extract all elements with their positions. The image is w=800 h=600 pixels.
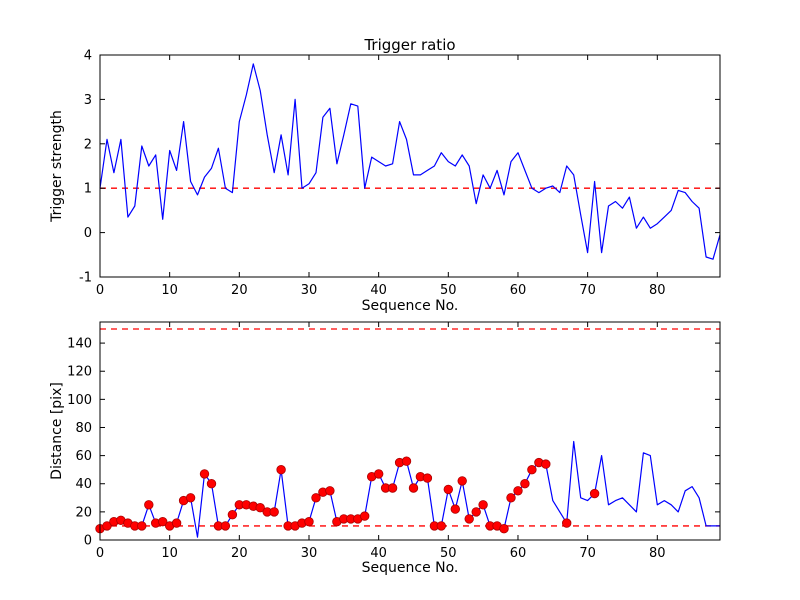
data-point-marker xyxy=(408,483,419,493)
data-point-marker xyxy=(387,483,398,493)
data-point-marker xyxy=(513,486,523,496)
x-tick-label: 70 xyxy=(579,283,596,298)
data-point-marker xyxy=(102,521,112,531)
data-point-marker xyxy=(199,469,210,479)
data-point-marker xyxy=(227,510,238,520)
data-point-marker xyxy=(325,486,335,496)
x-tick-label: 60 xyxy=(510,546,527,561)
data-point-marker xyxy=(422,473,433,483)
data-point-marker xyxy=(276,465,286,475)
x-tick-label: 20 xyxy=(231,546,248,561)
data-point-marker xyxy=(562,518,572,528)
x-tick-label: 10 xyxy=(161,546,178,561)
data-point-marker xyxy=(436,521,447,531)
x-tick-label: 60 xyxy=(510,283,527,298)
data-point-marker xyxy=(157,517,168,527)
x-tick-label: 30 xyxy=(301,546,318,561)
subplot: 0 10 20 30 40 50 60 70 80 0 20 40 60 80 100 120 140 xyxy=(67,321,721,561)
x-tick-label: 40 xyxy=(370,546,387,561)
chart-title: Trigger ratio xyxy=(364,36,456,54)
data-point-marker xyxy=(506,493,516,503)
y-tick-label: 100 xyxy=(67,393,92,408)
x-tick-label: 40 xyxy=(370,283,387,298)
data-point-marker xyxy=(137,521,147,531)
series-line xyxy=(99,63,721,260)
y-tick-label: 0 xyxy=(84,534,92,549)
data-point-marker xyxy=(206,479,217,489)
data-point-marker xyxy=(220,521,231,531)
y-axis-label-bottom: Distance [pix] xyxy=(49,382,65,480)
series-line xyxy=(99,440,720,538)
data-point-marker xyxy=(589,488,600,499)
axes-frame xyxy=(99,321,721,541)
data-point-marker xyxy=(450,504,461,514)
subplot: 0 10 20 30 40 50 60 70 80 -1 0 1 2 3 4 xyxy=(79,49,721,298)
y-tick-label: 4 xyxy=(84,49,92,64)
y-tick-label: 3 xyxy=(84,93,92,108)
x-tick-label: 30 xyxy=(301,283,318,298)
data-point-marker xyxy=(464,514,474,524)
data-point-marker xyxy=(171,518,182,528)
data-point-marker xyxy=(185,493,196,503)
y-tick-label: 40 xyxy=(75,477,92,492)
y-tick-label: 120 xyxy=(67,365,92,380)
axes-frame xyxy=(99,54,721,278)
x-tick-label: 50 xyxy=(440,283,457,298)
x-tick-label: 80 xyxy=(649,283,666,298)
data-point-marker xyxy=(269,507,279,517)
data-point-marker xyxy=(304,517,314,527)
data-point-marker xyxy=(401,456,412,466)
x-axis-label-top: Sequence No. xyxy=(361,298,459,314)
data-point-marker xyxy=(255,503,265,513)
data-point-marker xyxy=(443,484,454,495)
data-point-marker xyxy=(144,500,154,510)
y-tick-label: -1 xyxy=(79,271,92,286)
x-tick-label: 10 xyxy=(161,283,178,298)
y-axis-label-top: Trigger strength xyxy=(49,110,65,222)
y-tick-label: 140 xyxy=(67,337,92,352)
data-point-marker xyxy=(478,500,488,510)
x-tick-label: 0 xyxy=(96,283,104,298)
x-tick-label: 0 xyxy=(96,546,104,561)
data-point-marker xyxy=(457,476,467,486)
x-tick-label: 70 xyxy=(579,546,596,561)
y-tick-label: 2 xyxy=(84,137,92,152)
y-tick-label: 0 xyxy=(84,226,92,241)
y-tick-label: 1 xyxy=(84,182,92,197)
data-point-marker xyxy=(374,469,384,479)
x-axis-label-bottom: Sequence No. xyxy=(361,560,459,576)
x-tick-label: 80 xyxy=(649,546,666,561)
x-tick-label: 50 xyxy=(440,546,457,561)
y-tick-label: 80 xyxy=(75,421,92,436)
data-point-marker xyxy=(520,479,530,489)
y-tick-label: 20 xyxy=(75,505,92,520)
y-tick-label: 60 xyxy=(75,449,92,464)
data-point-marker xyxy=(311,493,321,503)
data-point-marker xyxy=(527,465,537,475)
data-point-marker xyxy=(471,507,481,517)
data-point-marker xyxy=(360,511,370,521)
data-point-marker xyxy=(499,524,509,534)
data-point-marker xyxy=(541,459,551,469)
x-tick-label: 20 xyxy=(231,283,248,298)
